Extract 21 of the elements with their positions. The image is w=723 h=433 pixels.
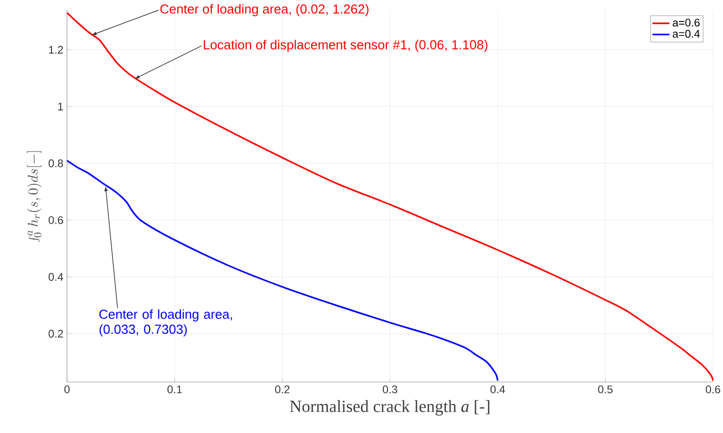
x-tick-label: 0: [64, 386, 70, 394]
y-tick-label: 0.2: [48, 330, 63, 338]
y-tick-label: 1.2: [49, 46, 63, 54]
legend-label: a=0.4: [672, 30, 700, 38]
x-axis-title: Normalised crack length a [-]: [290, 400, 490, 416]
x-tick-label: 0.1: [167, 386, 182, 394]
y-tick-label: 0.8: [48, 159, 64, 168]
y-axis-title: $\int_0^a h_r(s,0)ds[\mathrm{-}]$: [27, 151, 42, 242]
line-series: [66, 160, 498, 382]
annotation: Center of loading area, (0.02, 1.262): [160, 4, 368, 16]
annotation: Center of loading area, (0.033, 0.7303): [99, 309, 232, 336]
y-tick-label: 1: [58, 102, 63, 110]
annotation: Location of displacement sensor #1, (0.06, 1.108): [204, 40, 488, 52]
x-tick-label: 0.6: [706, 386, 720, 394]
x-tick-label: 0.4: [490, 386, 505, 394]
x-tick-label: 0.5: [598, 386, 613, 394]
legend-label: a=0.6: [672, 18, 700, 27]
x-tick-label: 0.3: [382, 386, 398, 394]
x-tick-label: 0.2: [275, 386, 290, 394]
y-tick-label: 0.6: [48, 216, 64, 224]
y-tick-label: 0.4: [48, 273, 64, 281]
